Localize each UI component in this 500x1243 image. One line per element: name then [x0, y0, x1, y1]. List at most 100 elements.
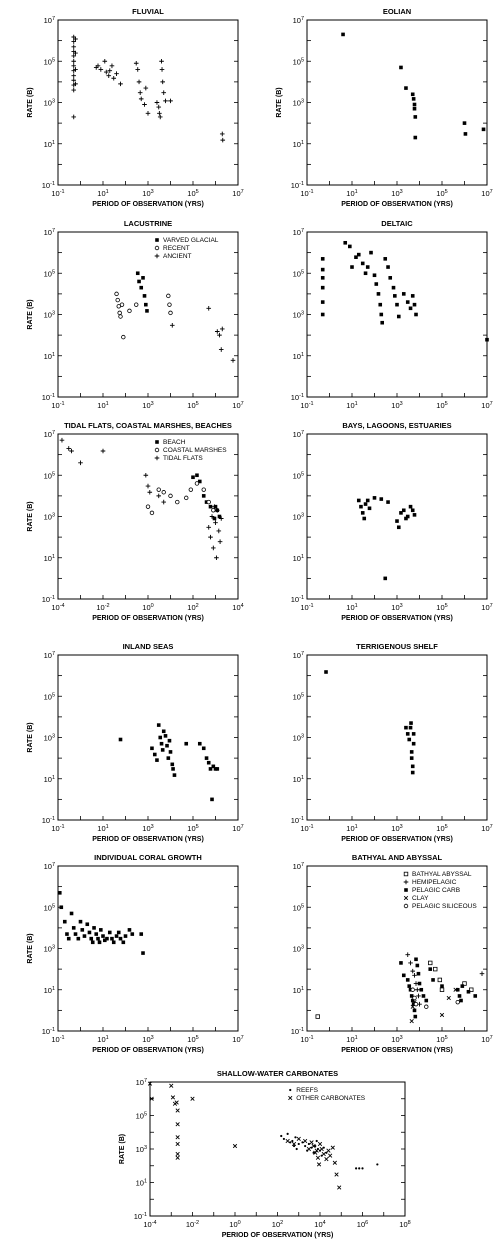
chart-panel: BATHYAL AND ABYSSAL 10-1 101 103 105 107 10-1 1…: [291, 853, 493, 1054]
x-tick-label: 101: [97, 824, 108, 833]
data-point: [473, 994, 478, 998]
data-point: [395, 302, 399, 307]
data-point: [457, 994, 462, 998]
data-point: [317, 1141, 323, 1147]
data-point: [116, 304, 121, 309]
data-point: [130, 932, 135, 936]
data-point: [403, 871, 409, 877]
chart-title: INLAND SEAS: [123, 642, 174, 651]
y-tick-label: 103: [293, 513, 304, 522]
data-point: [401, 508, 406, 513]
data-point: [413, 1014, 418, 1019]
data-point: [412, 302, 417, 307]
data-point: [348, 244, 352, 249]
chart-panel: BAYS, LAGOONS, ESTUARIES 10-1 101 103 105 107…: [291, 421, 493, 622]
data-series: [315, 960, 474, 1019]
data-point: [405, 978, 410, 982]
x-axis-label: PERIOD OF OBSERVATION (YRS): [341, 1047, 453, 1054]
x-tick-label: 101: [97, 401, 108, 410]
y-tick-label: 107: [293, 228, 304, 237]
data-point: [71, 44, 77, 50]
data-point: [320, 267, 325, 272]
data-point: [145, 483, 151, 489]
x-axis-label: PERIOD OF OBSERVATION (YRS): [92, 836, 204, 843]
y-tick-label: 105: [44, 57, 55, 66]
y-tick-label: 103: [44, 945, 55, 954]
data-point: [481, 127, 486, 132]
data-point: [197, 741, 202, 746]
data-point: [201, 487, 206, 492]
data-point: [379, 497, 384, 501]
data-point: [230, 358, 236, 363]
data-point: [119, 302, 125, 307]
data-point: [175, 499, 180, 505]
data-point: [407, 984, 412, 988]
data-point: [212, 516, 217, 521]
chart-panel: TERRIGENOUS SHELF 10-1 101 103 105 107 10-1 101…: [291, 642, 493, 843]
data-point: [208, 767, 213, 771]
data-point: [396, 525, 401, 530]
data-point: [404, 888, 408, 892]
data-point: [411, 741, 416, 746]
data-point: [85, 922, 90, 927]
data-point: [118, 81, 123, 87]
data-point: [320, 285, 325, 290]
x-tick-label: 103: [391, 1035, 402, 1044]
data-series: [356, 496, 417, 581]
data-point: [208, 504, 213, 509]
chart-panel: FLUVIAL 10-1 101 103 105 107 10-1 101 103 105 107 P…: [27, 7, 244, 208]
data-point: [469, 987, 474, 992]
x-tick-label: 100: [229, 1220, 240, 1229]
y-tick-label: 101: [44, 775, 55, 784]
y-tick-label: 103: [293, 311, 304, 320]
data-point: [71, 63, 77, 69]
data-point: [170, 1095, 176, 1100]
data-point: [161, 499, 167, 505]
data-point: [417, 981, 422, 986]
data-point: [410, 1004, 415, 1009]
data-point: [157, 110, 162, 116]
x-tick-label: 107: [232, 189, 243, 198]
plot-frame: [57, 231, 239, 398]
data-point: [201, 494, 206, 498]
data-point: [404, 516, 408, 521]
data-point: [172, 773, 177, 777]
data-point: [175, 1122, 180, 1127]
data-point: [155, 238, 159, 242]
plot-frame: [306, 654, 488, 821]
data-point: [102, 58, 108, 64]
chart-panel: INLAND SEAS 10-1 101 103 105 107 10-1 101 103 105…: [27, 642, 244, 843]
x-tick-label: 101: [97, 189, 108, 198]
data-point: [210, 797, 214, 802]
data-point: [118, 936, 123, 941]
data-point: [114, 934, 119, 938]
data-point: [399, 65, 403, 70]
data-point: [350, 265, 354, 269]
data-point: [206, 760, 211, 765]
data-point: [100, 448, 106, 454]
data-point: [154, 253, 160, 259]
data-point: [403, 895, 409, 901]
x-tick-label: 103: [391, 824, 402, 833]
data-point: [372, 273, 377, 278]
chart-panel: SHALLOW-WATER CARBONATES 10-1 101 103 105 107…: [119, 1069, 411, 1239]
chart-panel: LACUSTRINE 10-1 101 103 105 107 10-1 101 103 105 1…: [27, 219, 244, 410]
data-point: [166, 293, 171, 299]
x-tick-label: 105: [187, 1035, 198, 1044]
x-tick-label: 107: [481, 824, 492, 833]
data-point: [175, 1151, 180, 1157]
data-point: [59, 437, 65, 443]
data-point: [160, 79, 165, 85]
data-point: [145, 110, 151, 116]
chart-title: BATHYAL AND ABYSSAL: [352, 853, 443, 862]
data-point: [462, 121, 467, 125]
data-point: [71, 114, 77, 120]
data-point: [138, 96, 144, 102]
y-axis-label: RATE (B): [27, 501, 34, 531]
y-tick-label: 101: [44, 352, 55, 361]
data-point: [133, 60, 139, 66]
data-point: [206, 305, 212, 311]
data-point: [92, 926, 96, 930]
data-point: [159, 67, 165, 72]
x-tick-label: 103: [391, 603, 402, 612]
